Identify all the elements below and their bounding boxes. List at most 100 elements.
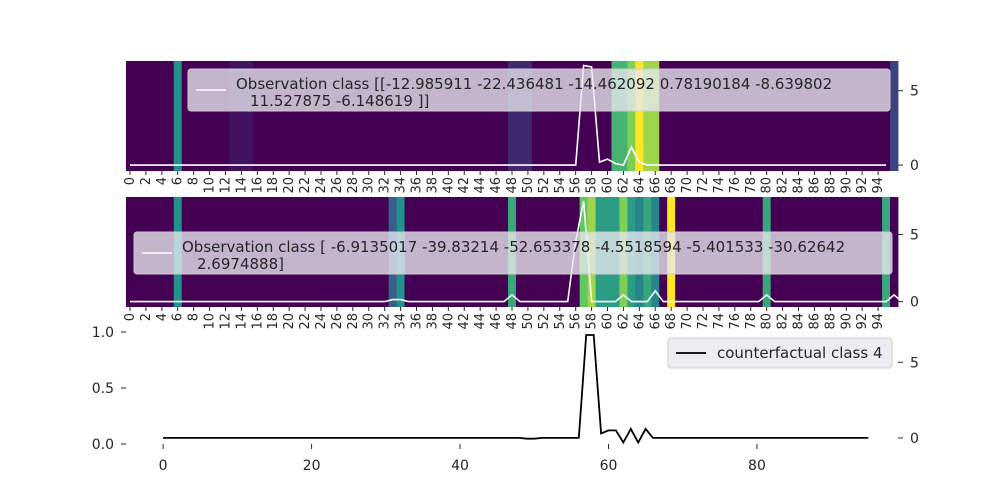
- x-axis-tick-label: 94: [871, 177, 886, 194]
- heatmap-cell: [706, 61, 716, 171]
- x-axis-tick-label: 50: [521, 177, 536, 194]
- x-axis-tick-label: 20: [282, 177, 297, 194]
- x-axis-tick-label: 12: [218, 177, 233, 194]
- x-axis-tick-label: 2: [139, 313, 154, 321]
- left-axis-tick-label: 0.5: [92, 381, 114, 397]
- x-axis-tick-label: 44: [473, 313, 488, 330]
- heatmap-cell: [611, 61, 620, 171]
- heatmap-cell: [149, 61, 159, 171]
- x-axis-tick-label: 72: [696, 177, 711, 194]
- heatmap-cell: [165, 61, 175, 171]
- legend-text: 11.527875 -6.148619 ]]: [250, 92, 429, 110]
- heatmap-cell: [340, 61, 350, 171]
- legend-box: [187, 68, 891, 112]
- legend-box: [133, 231, 893, 275]
- legend-text: counterfactual class 4: [717, 344, 883, 362]
- x-axis-tick-label: 84: [792, 177, 807, 194]
- heatmap-cell: [619, 61, 628, 171]
- x-axis-tick-label: 78: [744, 313, 759, 330]
- x-axis-tick-label: 66: [648, 177, 663, 194]
- x-axis-tick-label: 44: [473, 177, 488, 194]
- x-axis-tick-label: 82: [776, 313, 791, 330]
- heatmap-cell: [452, 61, 461, 171]
- heatmap-cell: [126, 197, 135, 307]
- heatmap-cell: [197, 61, 206, 171]
- heatmap-cell: [484, 61, 493, 171]
- heatmap-cell: [714, 61, 724, 171]
- right-axis-tick-label: 0: [910, 158, 919, 174]
- heatmap-cell: [508, 61, 517, 171]
- heatmap-cell: [380, 61, 390, 171]
- heatmap-cell: [404, 61, 413, 171]
- x-axis-tick-label: 30: [362, 313, 377, 330]
- x-axis-tick-label: 54: [553, 313, 568, 330]
- heatmap-cell: [834, 61, 843, 171]
- heatmap-cell: [770, 61, 780, 171]
- x-axis-tick-label: 62: [616, 313, 631, 330]
- heatmap-cell: [213, 61, 222, 171]
- x-axis-tick-label: 64: [632, 177, 647, 194]
- x-axis-tick-label: 10: [203, 177, 218, 194]
- x-axis-tick-label: 92: [855, 313, 870, 330]
- x-axis-tick-label: 6: [171, 313, 186, 321]
- x-axis-tick-label: 10: [203, 313, 218, 330]
- x-axis-tick-label: 28: [346, 177, 361, 194]
- counterfactual-line: [163, 334, 869, 445]
- heatmap-panel-middle: 050 2 4 6 8 10 12 14 16 18 20 22 24 26 28 30 32 34 36 38 40 4…: [123, 197, 919, 330]
- heatmap-cell: [364, 61, 374, 171]
- heatmap-cell: [778, 61, 787, 171]
- x-axis-tick-label: 36: [409, 177, 424, 194]
- x-axis-tick-label: 42: [457, 177, 472, 194]
- heatmap-cell: [571, 61, 581, 171]
- heatmap-cell: [691, 61, 700, 171]
- x-axis-tick-label: 2: [139, 177, 154, 185]
- heatmap-cell: [730, 61, 740, 171]
- heatmap-cell: [332, 61, 342, 171]
- x-axis-tick-label: 34: [394, 313, 409, 330]
- legend-text: 2.6974888]: [197, 255, 284, 273]
- heatmap-cell: [245, 61, 254, 171]
- heatmap-cell: [603, 61, 612, 171]
- x-axis-tick-label: 24: [314, 313, 329, 330]
- x-axis-tick-label: 76: [728, 313, 743, 330]
- x-axis-tick-label: 52: [537, 313, 552, 330]
- x-axis-tick-label: 84: [792, 313, 807, 330]
- x-axis-tick-label: 0: [123, 177, 138, 185]
- x-axis-tick-label: 60: [601, 313, 616, 330]
- x-axis-tick-label: 4: [155, 313, 170, 321]
- x-axis-tick-label: 38: [425, 313, 440, 330]
- heatmap-cell: [627, 61, 636, 171]
- heatmap-cell: [428, 61, 437, 171]
- x-axis-tick-label: 64: [632, 313, 647, 330]
- heatmap-cell: [563, 61, 573, 171]
- heatmap-cell: [667, 61, 676, 171]
- heatmap-cell: [515, 61, 525, 171]
- heatmap-cell: [317, 61, 326, 171]
- x-axis-tick-label: 80: [760, 313, 775, 330]
- heatmap-cell: [468, 61, 477, 171]
- heatmap-cell: [372, 61, 382, 171]
- x-axis-tick-label: 26: [330, 177, 345, 194]
- x-axis-tick-label: 56: [569, 313, 584, 330]
- heatmap-cell: [699, 61, 708, 171]
- heatmap-cell: [587, 61, 596, 171]
- heatmap-cell: [277, 61, 286, 171]
- x-axis-tick-label: 60: [601, 177, 616, 194]
- right-axis-tick-label: 0: [910, 431, 919, 447]
- x-axis-tick-label: 46: [489, 177, 504, 194]
- x-axis-tick-label: 20: [303, 458, 321, 474]
- x-axis-tick-label: 12: [218, 313, 233, 330]
- heatmap-cell: [205, 61, 214, 171]
- heatmap-cell: [500, 61, 509, 171]
- x-axis-tick-label: 88: [823, 313, 838, 330]
- x-axis-tick-label: 6: [171, 177, 186, 185]
- heatmap-cell: [555, 61, 565, 171]
- x-axis-tick-label: 18: [266, 313, 281, 330]
- x-axis-tick-label: 14: [234, 177, 249, 194]
- left-axis-tick-label: 1.0: [92, 325, 114, 341]
- heatmap-cell: [181, 61, 191, 171]
- heatmap-cell: [651, 61, 660, 171]
- x-axis-tick-label: 30: [362, 177, 377, 194]
- x-axis-tick-label: 74: [712, 313, 727, 330]
- x-axis-tick-label: 42: [457, 313, 472, 330]
